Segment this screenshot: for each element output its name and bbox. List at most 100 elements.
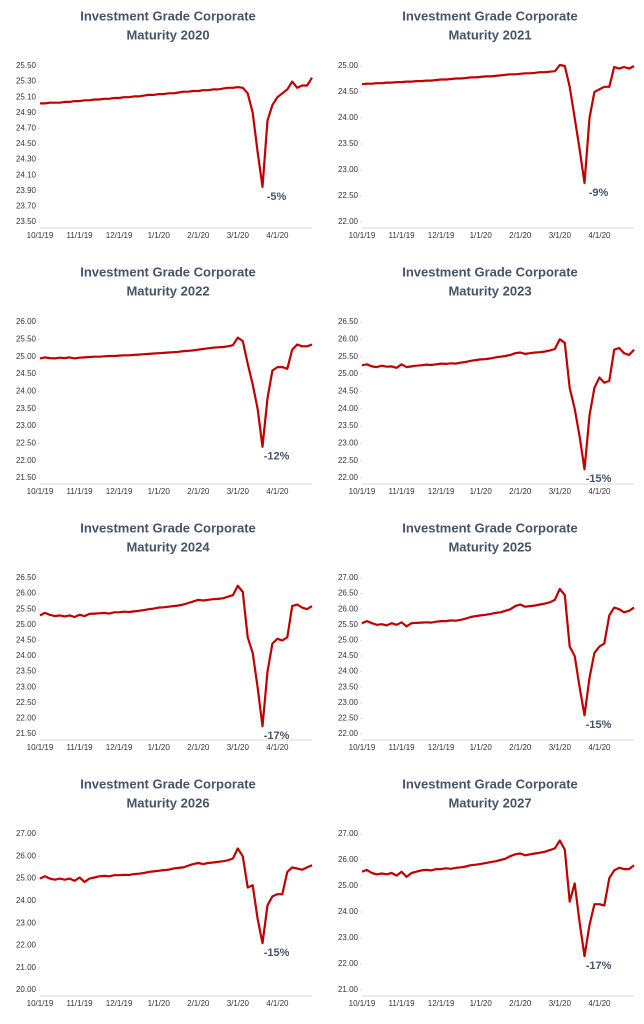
y-tick-label: 25.10 [16,92,37,101]
y-tick-label: 22.00 [16,714,37,723]
annotation: -15% [264,947,290,959]
y-tick-label: 23.00 [338,933,359,942]
y-tick-label: 23.50 [338,682,359,691]
x-tick-label: 12/1/19 [428,231,455,240]
y-tick-label: 22.50 [338,456,359,465]
y-tick-label: 21.00 [16,963,37,972]
y-tick-label: 25.50 [16,334,37,343]
y-tick-label: 21.00 [338,985,359,994]
x-tick-label: 4/1/20 [588,999,611,1008]
chart-title: Investment Grade Corporate [402,776,578,791]
y-tick-label: 23.00 [338,165,359,174]
y-tick-label: 25.00 [16,620,37,629]
y-tick-label: 24.50 [338,386,359,395]
chart-subtitle: Maturity 2026 [126,795,209,810]
y-tick-label: 24.30 [16,155,37,164]
y-tick-label: 24.50 [16,369,37,378]
price-line [39,847,313,945]
y-tick-label: 24.50 [16,636,37,645]
x-tick-label: 12/1/19 [106,999,133,1008]
x-tick-label: 2/1/20 [509,487,532,496]
annotation: -12% [264,451,290,463]
y-tick-label: 26.00 [338,855,359,864]
x-tick-label: 3/1/20 [227,487,250,496]
annotation: -17% [264,730,290,742]
y-tick-label: 22.00 [16,456,37,465]
y-tick-label: 26.50 [338,317,359,326]
x-tick-label: 4/1/20 [588,743,611,752]
chart-title: Investment Grade Corporate [402,8,578,23]
y-tick-label: 27.00 [338,829,359,838]
y-tick-label: 25.30 [16,77,37,86]
price-line [361,587,635,717]
x-tick-label: 2/1/20 [187,743,210,752]
chart-panel: Investment Grade Corporate Maturity 2023 2… [338,264,635,496]
y-tick-label: 22.00 [338,959,359,968]
y-tick-label: 26.00 [338,334,359,343]
y-tick-label: 24.00 [338,907,359,916]
y-tick-label: 26.00 [16,851,37,860]
x-tick-label: 3/1/20 [227,231,250,240]
y-tick-label: 22.50 [16,438,37,447]
x-tick-label: 11/1/19 [389,487,416,496]
x-tick-label: 4/1/20 [588,231,611,240]
x-tick-label: 2/1/20 [187,231,210,240]
x-tick-label: 1/1/20 [148,487,171,496]
y-tick-label: 24.00 [16,651,37,660]
x-tick-label: 3/1/20 [549,487,572,496]
y-tick-label: 22.00 [338,217,359,226]
y-tick-label: 23.70 [16,202,37,211]
x-tick-label: 11/1/19 [389,231,416,240]
chart-subtitle: Maturity 2025 [448,539,531,554]
x-tick-label: 10/1/19 [349,999,376,1008]
chart-panel: Investment Grade Corporate Maturity 2027 2… [338,776,635,1008]
x-tick-label: 10/1/19 [349,743,376,752]
x-tick-label: 1/1/20 [470,999,493,1008]
y-tick-label: 23.00 [16,421,37,430]
chart-subtitle: Maturity 2023 [448,283,531,298]
x-tick-label: 2/1/20 [509,231,532,240]
y-tick-label: 24.50 [338,87,359,96]
x-tick-label: 1/1/20 [470,743,493,752]
y-tick-label: 23.50 [338,139,359,148]
y-tick-label: 26.50 [338,589,359,598]
annotation: -5% [267,191,287,203]
x-tick-label: 4/1/20 [266,743,289,752]
y-tick-label: 22.00 [338,729,359,738]
chart-panel: Investment Grade Corporate Maturity 2021 2… [338,8,635,240]
y-tick-label: 24.50 [16,139,37,148]
x-tick-label: 12/1/19 [428,743,455,752]
chart-panel: Investment Grade Corporate Maturity 2024 2… [16,520,313,752]
chart-panel: Investment Grade Corporate Maturity 2026 2… [16,776,313,1008]
x-tick-label: 11/1/19 [67,487,94,496]
y-tick-label: 25.00 [338,636,359,645]
y-tick-label: 22.00 [16,941,37,950]
x-tick-label: 10/1/19 [27,487,54,496]
y-tick-label: 23.50 [16,667,37,676]
y-tick-label: 24.00 [338,113,359,122]
y-tick-label: 27.00 [338,573,359,582]
x-tick-label: 1/1/20 [148,231,171,240]
annotation: -9% [589,187,609,199]
chart-subtitle: Maturity 2020 [126,27,209,42]
x-tick-label: 2/1/20 [509,999,532,1008]
chart-panel: Investment Grade Corporate Maturity 2025 2… [338,520,635,752]
x-tick-label: 2/1/20 [187,999,210,1008]
x-tick-label: 11/1/19 [67,743,94,752]
y-tick-label: 25.00 [338,881,359,890]
x-tick-label: 11/1/19 [389,999,416,1008]
chart-title: Investment Grade Corporate [402,520,578,535]
chart-panel: Investment Grade Corporate Maturity 2020 2… [16,8,313,240]
y-tick-label: 24.50 [338,651,359,660]
y-tick-label: 21.50 [16,729,37,738]
y-tick-label: 23.50 [16,404,37,413]
y-tick-label: 25.50 [338,352,359,361]
y-tick-label: 22.50 [338,191,359,200]
x-tick-label: 3/1/20 [549,999,572,1008]
price-line [40,77,313,188]
chart-subtitle: Maturity 2021 [448,27,531,42]
y-tick-label: 23.00 [338,438,359,447]
chart-title: Investment Grade Corporate [80,264,256,279]
